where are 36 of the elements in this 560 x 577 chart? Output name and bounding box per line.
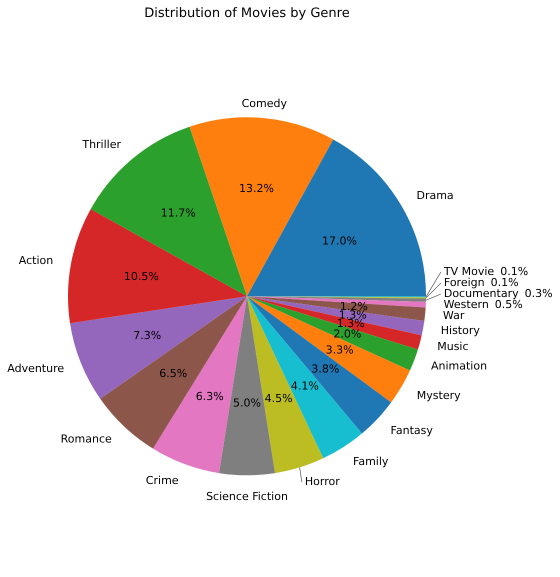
slice-label: War: [442, 308, 465, 322]
slice-label: Mystery: [416, 388, 462, 402]
slice-label: Family: [353, 455, 389, 468]
slice-label: Science Fiction: [206, 490, 288, 504]
chart-title: Distribution of Movies by Genre: [144, 6, 350, 22]
slice-label: Action: [18, 254, 54, 268]
data-label: 17.0%: [322, 234, 357, 248]
data-label: 4.1%: [290, 380, 319, 393]
slice-label: Drama: [416, 188, 454, 202]
data-label: 0.1%: [500, 264, 528, 278]
slice-label: Music: [437, 340, 469, 353]
data-label: 3.8%: [311, 362, 340, 376]
slice-label: Foreign: [444, 276, 485, 289]
data-label: 2.0%: [333, 327, 362, 340]
data-label: 0.3%: [524, 286, 553, 300]
data-label: 6.5%: [159, 367, 188, 380]
slice-label: Horror: [304, 475, 340, 488]
data-label: 7.3%: [133, 329, 162, 342]
slice-label: History: [440, 324, 480, 338]
data-label: 3.3%: [326, 344, 354, 357]
slice-label: Adventure: [7, 362, 64, 376]
slice-label: Comedy: [242, 97, 288, 110]
data-label: 6.3%: [196, 390, 224, 403]
data-label: 0.1%: [490, 276, 519, 289]
slice-label: Thriller: [81, 138, 122, 151]
slice-label: Animation: [430, 359, 488, 372]
data-label: 10.5%: [124, 270, 159, 284]
slice-label: Romance: [60, 432, 112, 446]
data-label: 4.5%: [264, 392, 293, 405]
slice-label: Crime: [146, 474, 179, 487]
slice-label: Western: [444, 298, 489, 311]
slice-label: Fantasy: [390, 424, 434, 437]
data-label: 5.0%: [233, 396, 261, 410]
data-label: 13.2%: [238, 182, 274, 196]
slice-label: TV Movie: [442, 264, 494, 278]
data-label: 11.7%: [160, 206, 196, 220]
